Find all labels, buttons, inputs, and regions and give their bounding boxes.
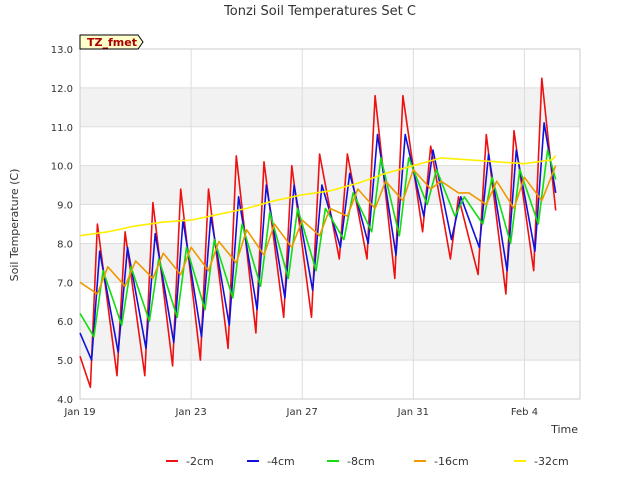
x-tick-label: Feb 4 — [511, 407, 538, 418]
x-tick-label: Jan 19 — [63, 407, 95, 418]
legend-label: -16cm — [434, 455, 469, 468]
plot-frame — [79, 48, 581, 400]
site-annotation: TZ_fmet — [79, 34, 144, 50]
chart-title: Tonzi Soil Temperatures Set C — [223, 4, 416, 19]
series-line-neg16cm — [79, 165, 557, 295]
y-tick-label: 6.0 — [57, 317, 73, 328]
series-line-neg4cm — [79, 122, 557, 361]
annotation-label: TZ_fmet — [87, 36, 137, 49]
x-tick-label: Jan 27 — [286, 407, 318, 418]
band — [80, 243, 580, 283]
y-tick-label: 8.0 — [57, 239, 73, 250]
y-tick-labels: 4.0 5.0 6.0 7.0 8.0 9.0 10.0 11.0 12.0 13.0 — [51, 45, 73, 406]
legend: -2cm -4cm -8cm -16cm -32cm — [166, 455, 569, 468]
y-tick-label: 10.0 — [51, 162, 73, 173]
series-line-neg32cm — [79, 155, 557, 237]
x-tick-label: Jan 23 — [174, 407, 206, 418]
band — [80, 165, 580, 205]
y-tick-label: 9.0 — [57, 201, 73, 212]
y-tick-label: 12.0 — [51, 84, 73, 95]
y-tick-label: 13.0 — [51, 45, 73, 56]
y-tick-label: 5.0 — [57, 356, 73, 367]
series-layer — [79, 77, 557, 389]
background-bands — [80, 87, 580, 361]
y-tick-label: 7.0 — [57, 278, 73, 289]
legend-label: -4cm — [267, 455, 295, 468]
legend-label: -8cm — [347, 455, 375, 468]
y-axis-label: Soil Temperature (C) — [8, 169, 21, 282]
series-line-neg2cm — [79, 77, 557, 389]
x-tick-labels: Jan 19 Jan 23 Jan 27 Jan 31 Feb 4 — [63, 407, 538, 418]
x-tick-label: Jan 31 — [397, 407, 429, 418]
x-axis-label: Time — [550, 423, 578, 436]
y-tick-label: 11.0 — [51, 123, 73, 134]
y-tick-label: 4.0 — [57, 395, 73, 406]
band — [80, 321, 580, 361]
legend-label: -32cm — [534, 455, 569, 468]
band — [80, 87, 580, 127]
legend-label: -2cm — [186, 455, 214, 468]
